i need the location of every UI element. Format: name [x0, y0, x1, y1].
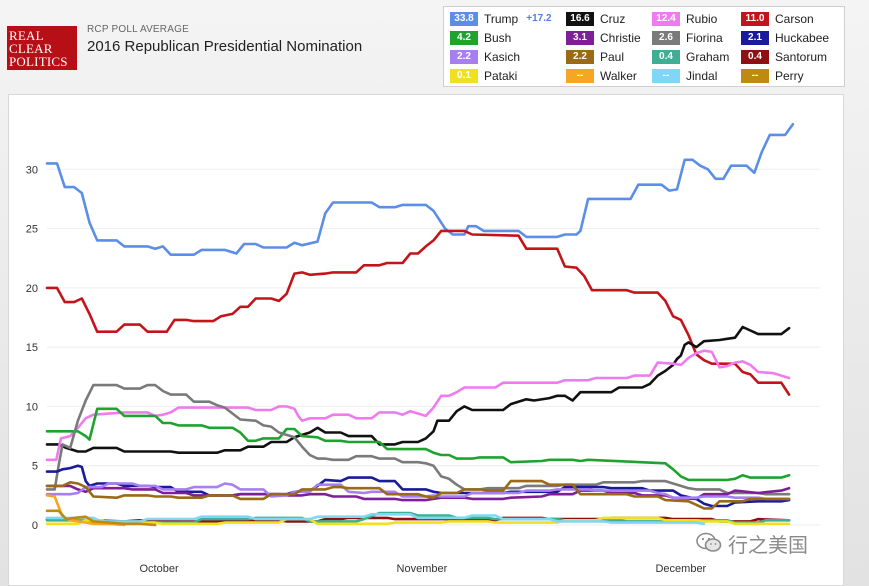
legend-name-jindal: Jindal: [686, 68, 718, 83]
watermark-text: 行之美国: [728, 532, 808, 557]
legend-item-perry[interactable]: -- Perry: [741, 68, 804, 83]
series-line-walker[interactable]: [45, 494, 126, 527]
legend-item-carson[interactable]: 11.0 Carson: [741, 11, 814, 26]
legend-name-bush: Bush: [484, 30, 512, 45]
legend-value-trump: 33.8: [450, 11, 478, 26]
legend-value-fiorina: 2.6: [652, 30, 680, 45]
legend-value-santorum: 0.4: [741, 49, 769, 64]
series-line-kasich[interactable]: [45, 482, 791, 501]
legend-value-christie: 3.1: [566, 30, 594, 45]
legend-value-graham: 0.4: [652, 49, 680, 64]
legend-spread: +17.2: [526, 13, 552, 24]
rcp-logo[interactable]: REAL CLEAR POLITICS: [7, 26, 77, 70]
legend-item-kasich[interactable]: 2.2 Kasich: [450, 49, 520, 64]
x-tick-label: November: [397, 563, 448, 575]
x-tick-label: December: [655, 563, 706, 575]
legend-name-santorum: Santorum: [775, 49, 828, 64]
series-line-paul[interactable]: [45, 479, 791, 510]
legend-item-cruz[interactable]: 16.6 Cruz: [566, 11, 625, 26]
series-line-bush[interactable]: [45, 407, 791, 482]
header-subtitle: RCP POLL AVERAGE: [87, 24, 189, 35]
legend-value-kasich: 2.2: [450, 49, 478, 64]
page-title: 2016 Republican Presidential Nomination: [87, 38, 363, 55]
legend-value-jindal: --: [652, 68, 680, 83]
legend-item-pataki[interactable]: 0.1 Pataki: [450, 68, 517, 83]
legend-item-santorum[interactable]: 0.4 Santorum: [741, 49, 827, 64]
watermark: 行之美国: [696, 530, 808, 557]
legend-item-huckabee[interactable]: 2.1 Huckabee: [741, 30, 829, 45]
legend-name-graham: Graham: [686, 49, 730, 64]
legend-value-rubio: 12.4: [652, 11, 680, 26]
legend-name-cruz: Cruz: [600, 11, 626, 26]
legend-item-trump[interactable]: 33.8 Trump +17.2: [450, 11, 552, 26]
wechat-icon: [696, 532, 722, 552]
legend-name-rubio: Rubio: [686, 11, 718, 26]
legend-name-trump: Trump: [484, 11, 519, 26]
legend-value-pataki: 0.1: [450, 68, 478, 83]
legend-item-graham[interactable]: 0.4 Graham: [652, 49, 729, 64]
legend-name-pataki: Pataki: [484, 68, 518, 83]
legend-item-rubio[interactable]: 12.4 Rubio: [652, 11, 717, 26]
series-line-fiorina[interactable]: [45, 383, 791, 496]
x-tick-label: October: [140, 563, 179, 575]
legend-name-christie: Christie: [600, 30, 641, 45]
legend-value-carson: 11.0: [741, 11, 769, 26]
legend-name-fiorina: Fiorina: [686, 30, 723, 45]
legend-value-paul: 2.2: [566, 49, 594, 64]
y-tick-label: 15: [26, 342, 38, 354]
legend-value-bush: 4.2: [450, 30, 478, 45]
legend-name-kasich: Kasich: [484, 49, 521, 64]
series-line-pataki[interactable]: [45, 516, 791, 526]
y-tick-label: 25: [26, 224, 38, 236]
series-line-trump[interactable]: [45, 122, 795, 256]
series-line-carson[interactable]: [45, 229, 791, 396]
legend-value-walker: --: [566, 68, 594, 83]
legend-value-cruz: 16.6: [566, 11, 594, 26]
legend-item-jindal[interactable]: -- Jindal: [652, 68, 717, 83]
legend-name-huckabee: Huckabee: [775, 30, 830, 45]
y-tick-label: 0: [32, 520, 38, 532]
legend-item-fiorina[interactable]: 2.6 Fiorina: [652, 30, 723, 45]
logo-line-1: REAL: [9, 28, 44, 43]
legend-name-paul: Paul: [600, 49, 625, 64]
legend-value-perry: --: [741, 68, 769, 83]
series-line-cruz[interactable]: [45, 325, 791, 455]
series-line-perry[interactable]: [45, 509, 157, 527]
y-tick-label: 20: [26, 283, 38, 295]
legend-item-paul[interactable]: 2.2 Paul: [566, 49, 624, 64]
y-tick-label: 10: [26, 401, 38, 413]
legend-name-perry: Perry: [775, 68, 804, 83]
y-tick-label: 5: [32, 461, 38, 473]
legend-item-walker[interactable]: -- Walker: [566, 68, 637, 83]
legend-item-bush[interactable]: 4.2 Bush: [450, 30, 511, 45]
legend-name-carson: Carson: [775, 11, 814, 26]
series-line-rubio[interactable]: [45, 349, 791, 462]
logo-line-3: POLITICS: [9, 54, 68, 69]
legend: 33.8 Trump +17.2 16.6 Cruz 12.4 Rubio 11…: [443, 6, 845, 87]
series-line-jindal[interactable]: [45, 512, 706, 526]
y-tick-label: 30: [26, 164, 38, 176]
legend-value-huckabee: 2.1: [741, 30, 769, 45]
legend-item-christie[interactable]: 3.1 Christie: [566, 30, 641, 45]
legend-name-walker: Walker: [600, 68, 637, 83]
logo-line-2: CLEAR: [9, 41, 53, 56]
